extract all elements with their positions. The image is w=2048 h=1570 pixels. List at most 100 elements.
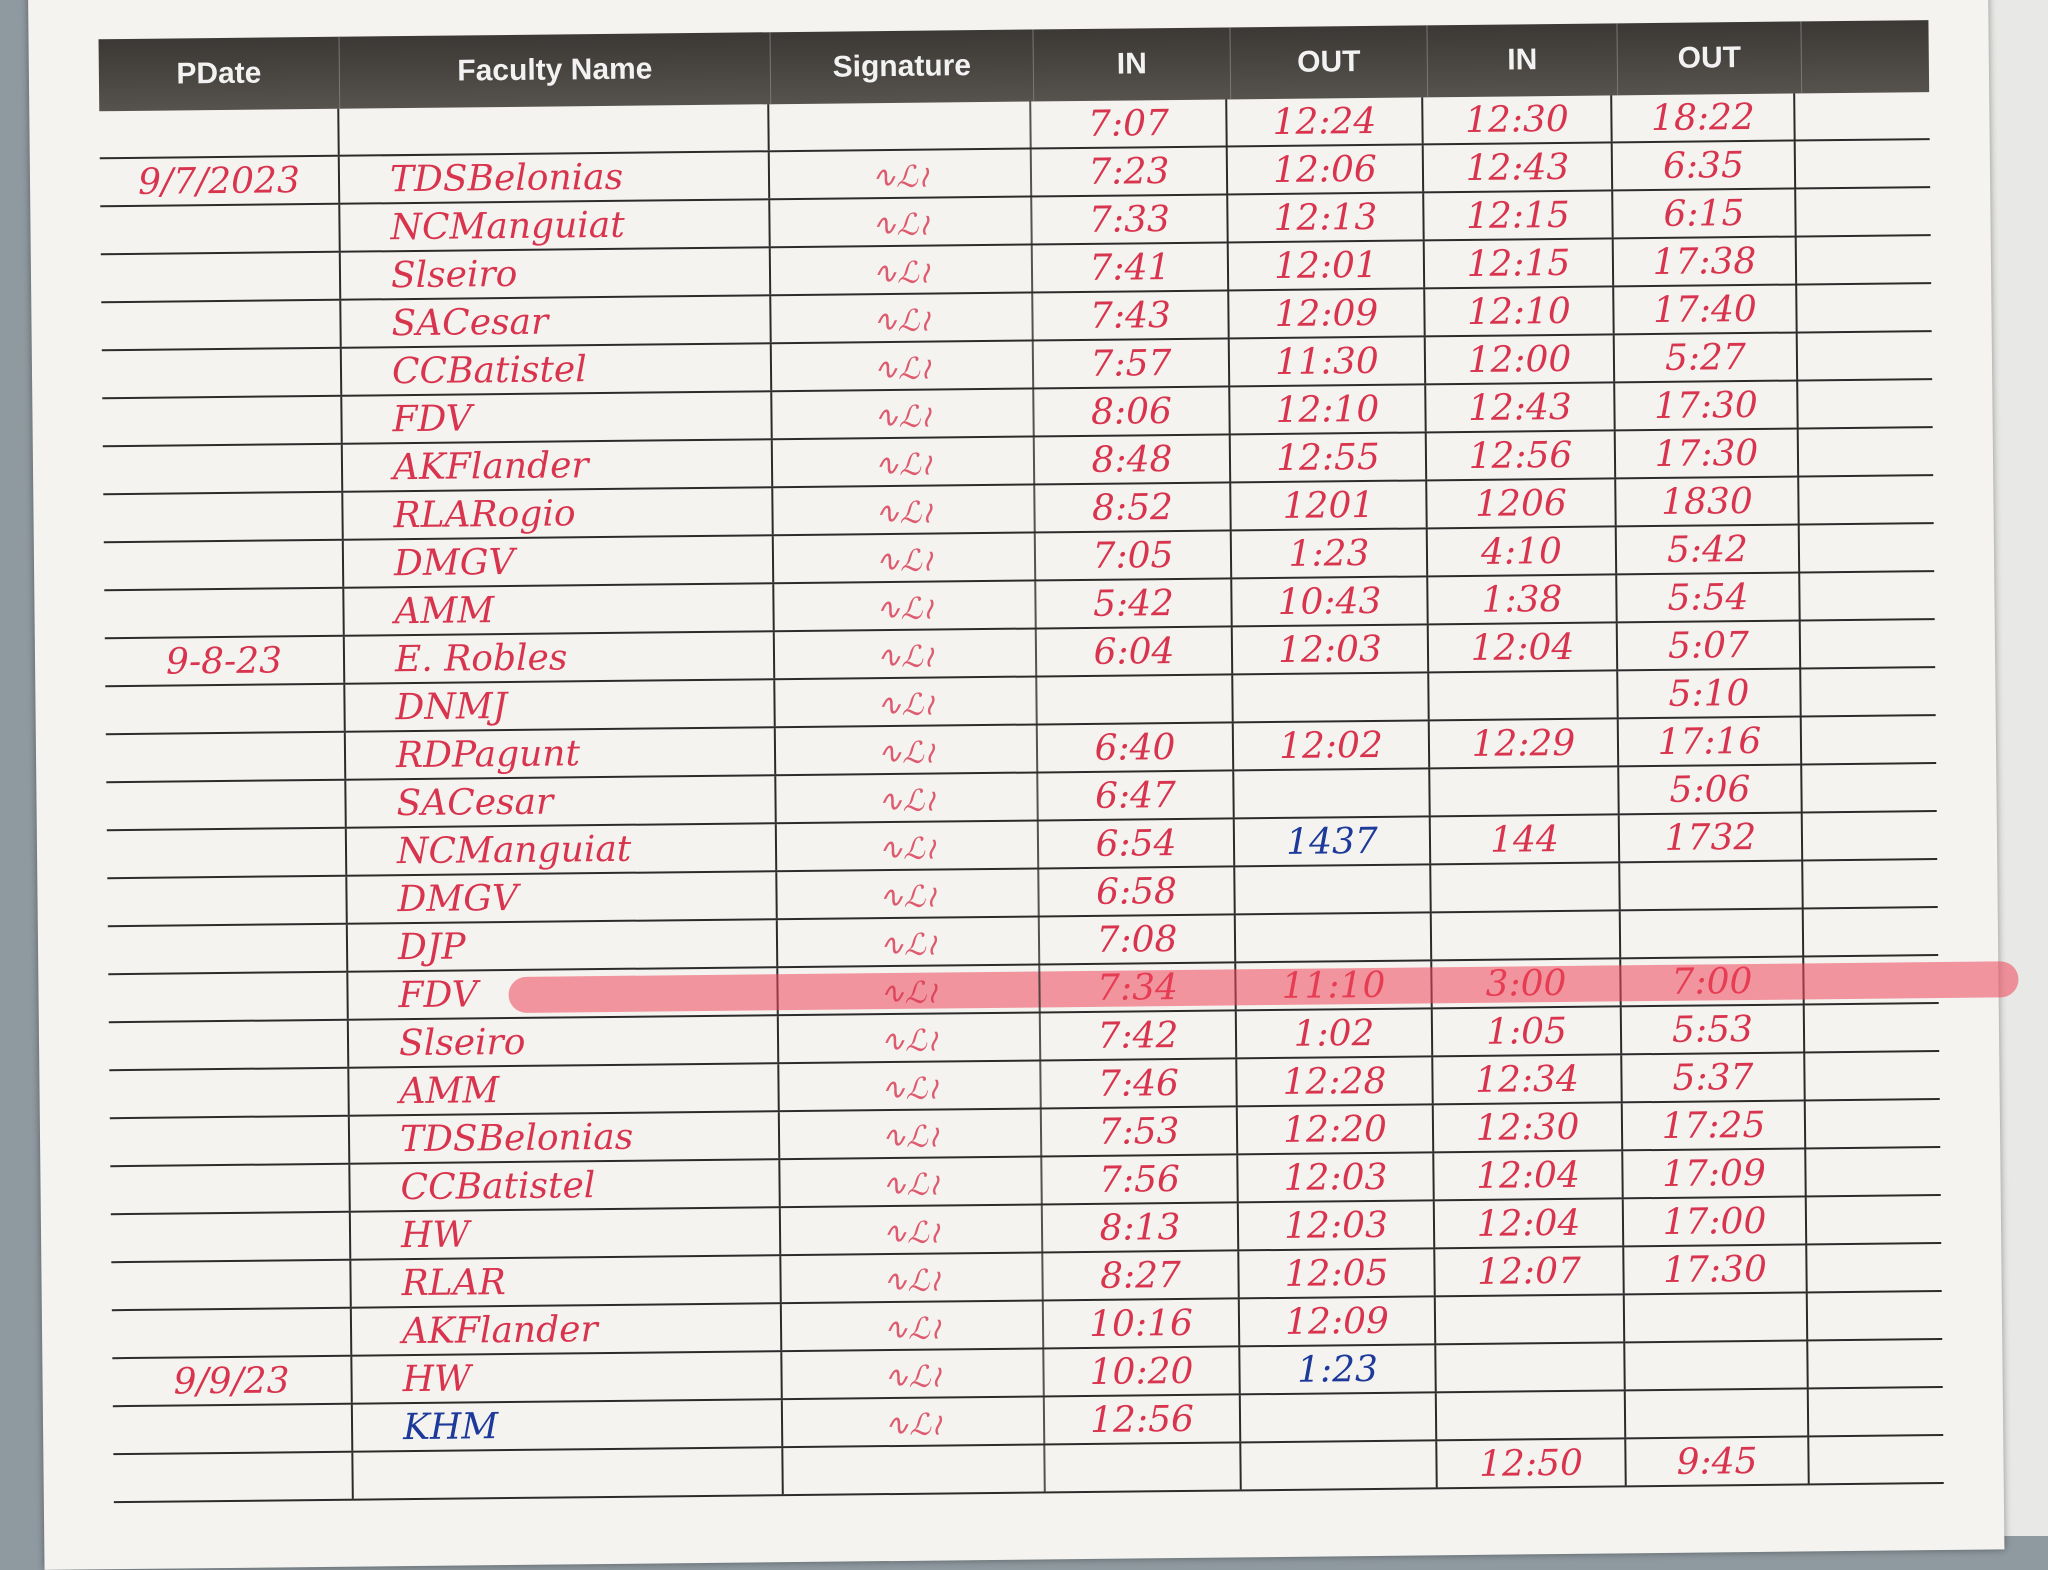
- in-am-cell: 6:47: [1038, 771, 1235, 820]
- out-pm-cell: 5:37: [1622, 1053, 1806, 1102]
- in-pm-cell: 12:15: [1424, 191, 1614, 240]
- date-cell: [103, 540, 345, 590]
- out-pm-cell: 17:40: [1614, 285, 1798, 334]
- handwritten-signature: ∿ℒ≀: [782, 1397, 1046, 1447]
- faculty-name-cell: E. Robles: [344, 632, 776, 683]
- handwritten-signature: ∿ℒ≀: [775, 725, 1039, 775]
- in-am-cell: 6:54: [1038, 819, 1236, 868]
- handwritten-signature: ∿ℒ≀: [769, 149, 1033, 199]
- out-am-cell: 12:28: [1237, 1057, 1434, 1106]
- handwritten-signature: ∿ℒ≀: [778, 965, 1041, 1015]
- date-cell: [111, 1260, 352, 1310]
- faculty-name-cell: RLARogio: [343, 488, 774, 539]
- out-am-cell: [1234, 769, 1431, 818]
- handwritten-signature: ∿ℒ≀: [779, 1061, 1042, 1111]
- faculty-name-cell: FDV: [342, 392, 773, 443]
- handwritten-signature: ∿ℒ≀: [771, 293, 1034, 343]
- out-pm-cell: 5:27: [1614, 333, 1799, 382]
- handwritten-signature: ∿ℒ≀: [775, 677, 1038, 727]
- date-cell: [101, 348, 343, 398]
- out-am-cell: 11:30: [1229, 337, 1427, 386]
- faculty-name-cell: DJP: [347, 920, 779, 971]
- faculty-name-cell: HW: [350, 1208, 782, 1259]
- faculty-name-cell: AMM: [349, 1064, 780, 1115]
- out-am-cell: [1235, 913, 1433, 962]
- in-pm-cell: 12:29: [1429, 719, 1620, 768]
- in-pm-cell: 12:04: [1428, 623, 1619, 672]
- date-cell: [99, 108, 340, 158]
- in-am-cell: 7:41: [1032, 243, 1230, 292]
- out-am-cell: 12:55: [1230, 433, 1428, 482]
- out-am-cell: 11:10: [1236, 961, 1433, 1010]
- out-pm-cell: 17:30: [1615, 381, 1799, 430]
- in-pm-cell: 1:38: [1428, 575, 1618, 624]
- out-am-cell: 1:23: [1240, 1345, 1437, 1394]
- faculty-name-cell: [353, 1448, 784, 1499]
- in-pm-cell: 12:10: [1425, 287, 1615, 336]
- signature-cell: [783, 1445, 1046, 1495]
- out-am-cell: 12:20: [1237, 1105, 1435, 1154]
- faculty-name-cell: KHM: [352, 1400, 784, 1451]
- in-pm-cell: [1429, 671, 1619, 720]
- out-pm-cell: 17:00: [1623, 1197, 1808, 1246]
- out-pm-cell: 17:30: [1624, 1245, 1808, 1294]
- date-cell: [106, 780, 347, 830]
- in-am-cell: 7:33: [1032, 195, 1229, 244]
- out-pm-cell: 9:45: [1626, 1437, 1810, 1486]
- out-am-cell: 12:03: [1232, 625, 1430, 674]
- date-cell: 9/9/23: [112, 1356, 353, 1406]
- date-cell: [112, 1404, 354, 1454]
- out-am-cell: 1:23: [1231, 529, 1429, 578]
- handwritten-signature: ∿ℒ≀: [772, 389, 1035, 439]
- date-cell: [108, 1020, 350, 1070]
- out-pm-cell: 5:53: [1621, 1005, 1806, 1054]
- in-pm-cell: [1436, 1343, 1626, 1392]
- in-am-cell: 7:42: [1040, 1011, 1238, 1060]
- handwritten-signature: ∿ℒ≀: [777, 869, 1040, 919]
- date-cell: [103, 492, 344, 542]
- date-cell: [113, 1452, 354, 1502]
- handwritten-signature: ∿ℒ≀: [770, 245, 1034, 295]
- in-pm-cell: [1430, 767, 1620, 816]
- in-am-cell: 8:27: [1043, 1251, 1240, 1300]
- faculty-name-cell: DMGV: [343, 536, 775, 587]
- in-am-cell: 7:57: [1033, 339, 1231, 388]
- handwritten-signature: ∿ℒ≀: [779, 1109, 1043, 1159]
- out-pm-cell: 5:42: [1616, 525, 1801, 574]
- in-pm-cell: 12:15: [1424, 239, 1615, 288]
- date-cell: [109, 1068, 350, 1118]
- out-pm-cell: 17:09: [1623, 1149, 1807, 1198]
- faculty-name-cell: FDV: [348, 968, 779, 1019]
- faculty-name-cell: DMGV: [347, 872, 778, 923]
- handwritten-signature: ∿ℒ≀: [782, 1349, 1045, 1399]
- in-am-cell: 8:06: [1034, 387, 1231, 436]
- in-pm-cell: 12:30: [1433, 1103, 1624, 1152]
- faculty-name-cell: AKFlander: [351, 1304, 783, 1355]
- out-am-cell: 12:05: [1239, 1249, 1436, 1298]
- in-am-cell: 8:52: [1035, 483, 1232, 532]
- out-am-cell: 12:06: [1227, 145, 1425, 194]
- in-am-cell: 7:05: [1035, 531, 1233, 580]
- in-pm-cell: 12:00: [1425, 335, 1616, 384]
- signature-cell: [769, 101, 1032, 151]
- date-cell: [108, 972, 349, 1022]
- in-pm-cell: 12:56: [1426, 431, 1617, 480]
- date-cell: [110, 1212, 352, 1262]
- handwritten-signature: ∿ℒ≀: [780, 1205, 1044, 1255]
- in-am-cell: [1037, 675, 1234, 724]
- in-pm-cell: 12:43: [1423, 143, 1614, 192]
- attendance-table: PDate Faculty Name Signature IN OUT IN O…: [98, 20, 1944, 1504]
- handwritten-signature: ∿ℒ≀: [781, 1301, 1045, 1351]
- date-cell: 9/7/2023: [99, 156, 341, 206]
- faculty-name-cell: CCBatistel: [350, 1160, 781, 1211]
- date-cell: [102, 396, 343, 446]
- date-cell: [101, 300, 342, 350]
- handwritten-signature: ∿ℒ≀: [774, 629, 1038, 679]
- faculty-name-cell: SACesar: [341, 296, 772, 347]
- faculty-name-cell: RLAR: [351, 1256, 782, 1307]
- in-am-cell: 10:20: [1044, 1347, 1241, 1396]
- out-am-cell: 12:10: [1230, 385, 1427, 434]
- header-faculty-name: Faculty Name: [339, 32, 772, 109]
- out-pm-cell: [1620, 861, 1804, 910]
- date-cell: [106, 828, 348, 878]
